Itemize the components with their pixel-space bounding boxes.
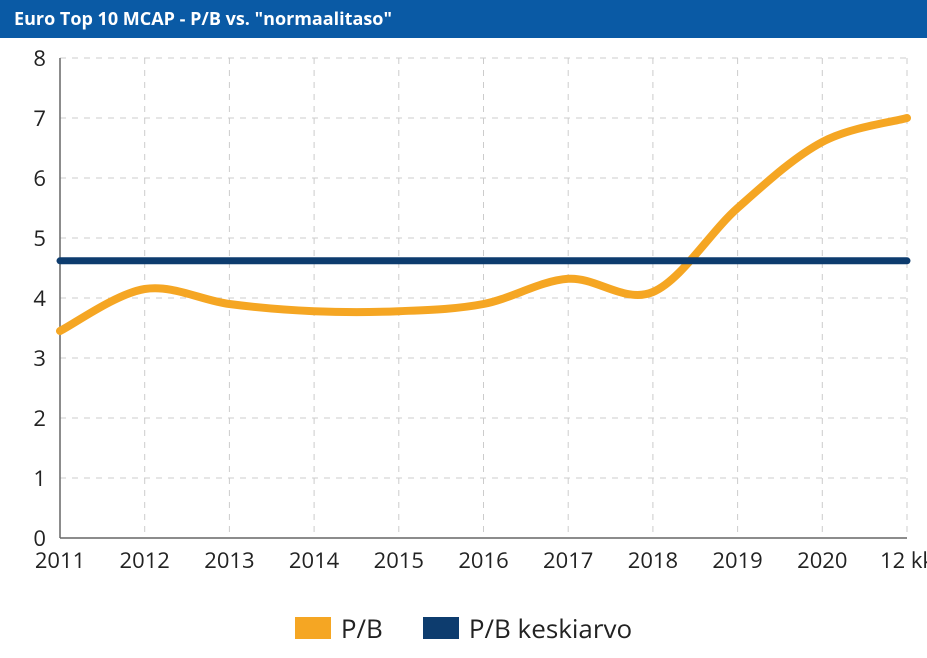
y-tick-label: 3 bbox=[33, 343, 46, 373]
chart-container: Euro Top 10 MCAP - P/B vs. "normaalitaso… bbox=[0, 0, 927, 648]
y-tick-label: 7 bbox=[33, 103, 46, 133]
x-tick-label: 2013 bbox=[204, 545, 254, 575]
y-tick-label: 1 bbox=[33, 463, 46, 493]
chart-legend: P/B P/B keskiarvo bbox=[0, 598, 927, 658]
y-tick-label: 2 bbox=[33, 403, 46, 433]
x-tick-label: 2020 bbox=[797, 545, 847, 575]
chart-title-bar: Euro Top 10 MCAP - P/B vs. "normaalitaso… bbox=[0, 0, 927, 38]
y-tick-label: 8 bbox=[33, 43, 46, 73]
x-tick-label: 12 kk bbox=[880, 545, 927, 575]
x-tick-label: 2011 bbox=[35, 545, 85, 575]
y-tick-label: 4 bbox=[33, 283, 46, 313]
legend-swatch bbox=[295, 617, 331, 639]
legend-label: P/B bbox=[341, 610, 383, 646]
x-tick-label: 2014 bbox=[289, 545, 340, 575]
x-tick-label: 2015 bbox=[374, 545, 424, 575]
x-tick-label: 2016 bbox=[458, 545, 508, 575]
x-tick-label: 2017 bbox=[543, 545, 593, 575]
chart-plot: 0123456782011201220132014201520162017201… bbox=[0, 38, 927, 588]
legend-item: P/B bbox=[295, 610, 383, 646]
legend-item: P/B keskiarvo bbox=[423, 610, 632, 646]
chart-title: Euro Top 10 MCAP - P/B vs. "normaalitaso… bbox=[14, 7, 392, 31]
x-tick-label: 2012 bbox=[120, 545, 170, 575]
x-tick-label: 2018 bbox=[628, 545, 678, 575]
legend-swatch bbox=[423, 617, 459, 639]
y-tick-label: 6 bbox=[33, 163, 46, 193]
legend-label: P/B keskiarvo bbox=[469, 610, 632, 646]
y-tick-label: 5 bbox=[33, 223, 46, 253]
x-tick-label: 2019 bbox=[712, 545, 762, 575]
